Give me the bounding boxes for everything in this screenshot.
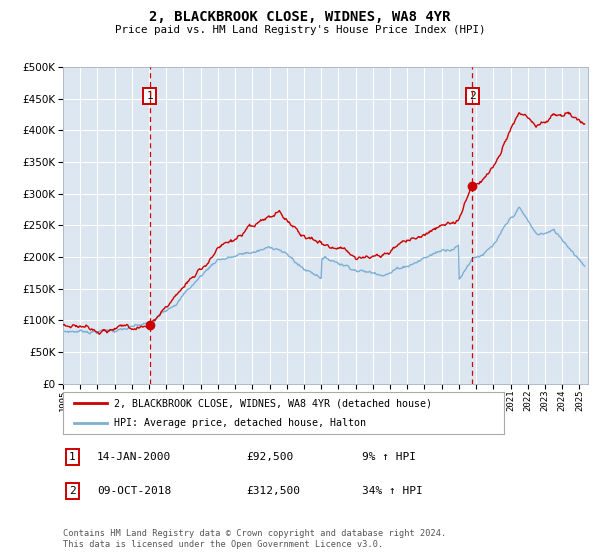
Text: £312,500: £312,500 (247, 486, 301, 496)
Text: 1: 1 (146, 91, 153, 101)
Text: 09-OCT-2018: 09-OCT-2018 (97, 486, 172, 496)
Text: Contains HM Land Registry data © Crown copyright and database right 2024.
This d: Contains HM Land Registry data © Crown c… (63, 529, 446, 549)
Text: 2, BLACKBROOK CLOSE, WIDNES, WA8 4YR: 2, BLACKBROOK CLOSE, WIDNES, WA8 4YR (149, 10, 451, 24)
Text: 2: 2 (469, 91, 476, 101)
Text: 9% ↑ HPI: 9% ↑ HPI (362, 452, 416, 462)
Text: 2: 2 (69, 486, 76, 496)
Text: 14-JAN-2000: 14-JAN-2000 (97, 452, 172, 462)
Text: 34% ↑ HPI: 34% ↑ HPI (362, 486, 423, 496)
Text: Price paid vs. HM Land Registry's House Price Index (HPI): Price paid vs. HM Land Registry's House … (115, 25, 485, 35)
Text: 1: 1 (69, 452, 76, 462)
Text: HPI: Average price, detached house, Halton: HPI: Average price, detached house, Halt… (114, 418, 366, 428)
Text: 2, BLACKBROOK CLOSE, WIDNES, WA8 4YR (detached house): 2, BLACKBROOK CLOSE, WIDNES, WA8 4YR (de… (114, 398, 432, 408)
Text: £92,500: £92,500 (247, 452, 294, 462)
